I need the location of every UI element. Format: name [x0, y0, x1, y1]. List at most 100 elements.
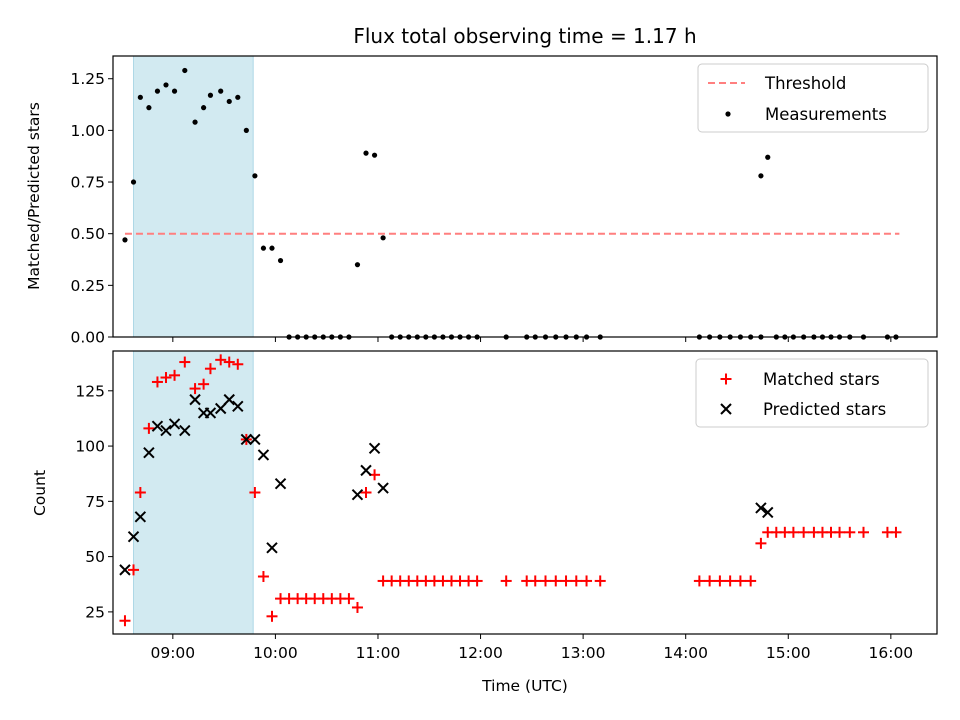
- matched-star-point: [160, 372, 172, 384]
- measurement-point: [146, 105, 152, 111]
- predicted-star-point: [368, 442, 381, 454]
- matched-star-point: [343, 593, 355, 605]
- y-tick-label: 0.00: [70, 329, 105, 347]
- predicted-star-point: [189, 393, 201, 406]
- matched-star-point: [232, 358, 244, 370]
- top-legend: Threshold Measurements: [697, 63, 929, 133]
- matched-star-point: [266, 610, 278, 622]
- matched-star-point: [581, 575, 593, 587]
- measurement-point: [252, 173, 258, 179]
- legend-predicted-swatch: [720, 403, 732, 415]
- matched-star-point: [529, 575, 541, 587]
- matched-star-point: [745, 575, 757, 587]
- measurement-point: [354, 262, 361, 268]
- matched-star-point: [169, 369, 181, 381]
- matched-star-point: [734, 575, 746, 587]
- y-tick-label: 25: [85, 603, 105, 621]
- measurement-point: [207, 92, 214, 98]
- matched-star-point: [179, 356, 191, 368]
- x-tick-label: 12:00: [458, 644, 503, 662]
- x-tick-label: 09:00: [150, 644, 195, 662]
- matched-star-point: [151, 376, 163, 388]
- matched-star-point: [714, 575, 726, 587]
- predicted-star-point: [232, 400, 244, 412]
- predicted-star-point: [377, 482, 389, 494]
- predicted-star-point: [360, 464, 372, 477]
- matched-star-point: [787, 526, 799, 538]
- legend-matched-swatch: [720, 373, 732, 385]
- predicted-star-point: [204, 407, 217, 419]
- legend-measurements-swatch: [725, 111, 731, 117]
- matched-star-point: [215, 354, 227, 366]
- bottom-plot-frame: [112, 350, 938, 635]
- measurement-point: [277, 257, 284, 264]
- matched-star-point: [844, 526, 856, 538]
- matched-star-point: [134, 487, 146, 498]
- bottom-legend: Matched stars Predicted stars: [695, 358, 929, 428]
- matched-star-point: [857, 526, 869, 538]
- predicted-star-point: [134, 511, 147, 523]
- y-tick-label: 100: [75, 438, 105, 456]
- matched-star-point: [360, 487, 372, 498]
- measurement-point: [243, 127, 249, 133]
- matched-star-point: [351, 601, 363, 613]
- top-legend-box: [697, 63, 929, 133]
- measurement-point: [171, 88, 178, 94]
- matched-star-point: [550, 575, 562, 587]
- y-tick-label: 1.00: [70, 122, 105, 140]
- predicted-star-point: [240, 433, 253, 446]
- bottom-legend-box: [695, 358, 929, 428]
- chart-title: Flux total observing time = 1.17 h: [353, 24, 696, 48]
- legend-matched-label: Matched stars: [763, 370, 880, 389]
- measurement-point: [226, 98, 232, 105]
- legend-matched-marker: [720, 373, 732, 385]
- measurement-point: [201, 105, 207, 111]
- measurement-point: [363, 150, 369, 156]
- measurement-point: [182, 67, 188, 74]
- measurement-point: [758, 173, 764, 179]
- matched-star-point: [798, 526, 810, 538]
- measurement-point: [163, 82, 169, 88]
- x-tick-label: 13:00: [561, 644, 606, 662]
- x-tick-label: 16:00: [869, 644, 914, 662]
- matched-star-point: [834, 526, 846, 538]
- measurement-point: [269, 245, 275, 251]
- predicted-star-point: [257, 449, 270, 461]
- legend-predicted-marker: [720, 403, 732, 415]
- bottom-panel: 25 50 75 100 125 09:00 10:00 11:00 12:00 13:00 14…: [31, 350, 938, 695]
- measurement-point: [235, 94, 241, 100]
- matched-star-point: [594, 575, 606, 587]
- predicted-star-point: [762, 506, 774, 519]
- matched-star-point: [540, 575, 552, 587]
- top-plot-frame: [112, 55, 938, 338]
- matched-star-point: [560, 575, 572, 587]
- predicted-star-point: [223, 393, 235, 406]
- matched-star-point: [143, 422, 155, 434]
- predicted-star-point: [143, 446, 155, 459]
- matched-star-point: [119, 615, 131, 627]
- y-tick-label: 1.25: [70, 70, 105, 88]
- shaded-time-span: [133, 350, 254, 635]
- predicted-star-point: [266, 542, 278, 554]
- measurement-point: [154, 88, 161, 94]
- x-axis-label: Time (UTC): [481, 677, 568, 695]
- matched-star-point: [890, 526, 902, 538]
- measurement-point: [371, 152, 378, 158]
- top-y-axis-label: Matched/Predicted stars: [25, 102, 43, 290]
- matched-star-point: [471, 575, 483, 587]
- predicted-star-point: [119, 564, 131, 576]
- matched-star-point: [570, 575, 582, 587]
- measurement-point: [380, 235, 386, 241]
- predicted-star-point: [179, 424, 191, 437]
- x-tick-label: 10:00: [253, 644, 298, 662]
- measurement-point: [765, 154, 771, 160]
- top-panel: 0.00 0.25 0.50 0.75 1.00 1.25 Matched/Predict…: [25, 55, 938, 347]
- y-tick-label: 0.50: [70, 225, 105, 243]
- x-tick-label: 15:00: [766, 644, 811, 662]
- predicted-star-point: [274, 477, 287, 490]
- legend-predicted-label: Predicted stars: [763, 400, 886, 419]
- y-tick-label: 75: [85, 493, 105, 511]
- legend-threshold-label: Threshold: [764, 74, 846, 93]
- predicted-star-point: [127, 531, 140, 543]
